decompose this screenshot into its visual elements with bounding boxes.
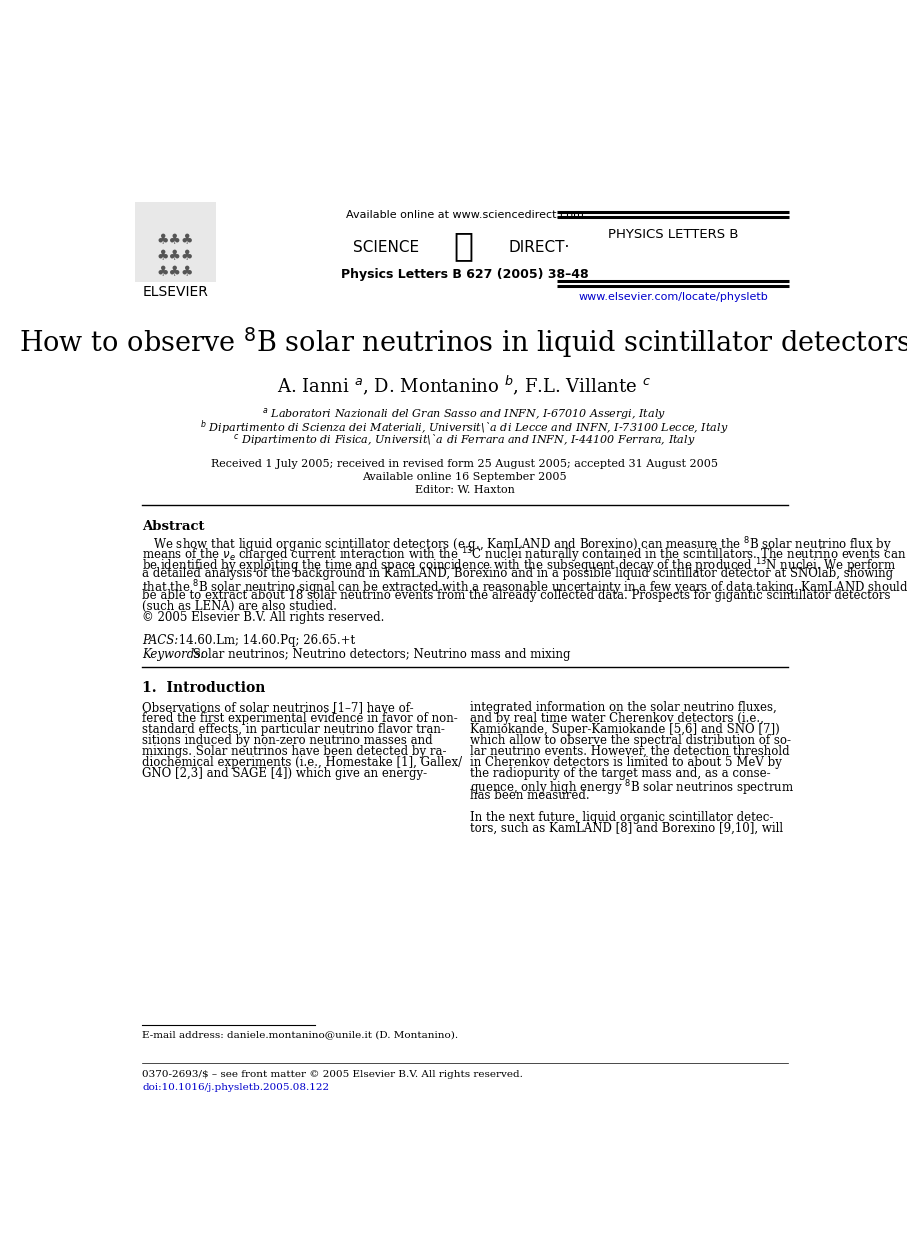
- Text: Physics Letters B 627 (2005) 38–48: Physics Letters B 627 (2005) 38–48: [341, 267, 589, 281]
- Text: ♣♣♣
♣♣♣
♣♣♣: ♣♣♣ ♣♣♣ ♣♣♣: [157, 233, 194, 280]
- Text: E-mail address: daniele.montanino@unile.it (D. Montanino).: E-mail address: daniele.montanino@unile.…: [142, 1030, 458, 1039]
- Text: $^b$ Dipartimento di Scienza dei Materiali, Universit\`a di Lecce and INFN, I-73: $^b$ Dipartimento di Scienza dei Materia…: [200, 418, 728, 437]
- Text: A. Ianni $^a$, D. Montanino $^b$, F.L. Villante $^c$: A. Ianni $^a$, D. Montanino $^b$, F.L. V…: [278, 374, 651, 397]
- Text: standard effects, in particular neutrino flavor tran-: standard effects, in particular neutrino…: [142, 723, 445, 737]
- Text: a detailed analysis of the background in KamLAND, Borexino and in a possible liq: a detailed analysis of the background in…: [142, 567, 893, 581]
- Text: www.elsevier.com/locate/physletb: www.elsevier.com/locate/physletb: [578, 292, 768, 302]
- Text: Kamiokande, Super-Kamiokande [5,6] and SNO [7]): Kamiokande, Super-Kamiokande [5,6] and S…: [470, 723, 780, 737]
- Text: means of the $\nu_e$ charged current interaction with the $^{13}$C nuclei natura: means of the $\nu_e$ charged current int…: [142, 546, 906, 566]
- Text: doi:10.1016/j.physletb.2005.08.122: doi:10.1016/j.physletb.2005.08.122: [142, 1082, 329, 1092]
- Text: Abstract: Abstract: [142, 520, 205, 534]
- Text: How to observe $^8$B solar neutrinos in liquid scintillator detectors: How to observe $^8$B solar neutrinos in …: [19, 326, 907, 360]
- Text: sitions induced by non-zero neutrino masses and: sitions induced by non-zero neutrino mas…: [142, 734, 433, 748]
- Text: ELSEVIER: ELSEVIER: [142, 285, 209, 298]
- Text: Solar neutrinos; Neutrino detectors; Neutrino mass and mixing: Solar neutrinos; Neutrino detectors; Neu…: [189, 647, 571, 661]
- Text: be identified by exploiting the time and space coincidence with the subsequent d: be identified by exploiting the time and…: [142, 557, 896, 576]
- Text: and by real time water Cherenkov detectors (i.e.,: and by real time water Cherenkov detecto…: [470, 712, 764, 725]
- Text: SCIENCE: SCIENCE: [354, 240, 420, 255]
- Text: has been measured.: has been measured.: [470, 789, 590, 802]
- Text: Available online at www.sciencedirect.com: Available online at www.sciencedirect.co…: [346, 210, 583, 220]
- Text: 0370-2693/$ – see front matter © 2005 Elsevier B.V. All rights reserved.: 0370-2693/$ – see front matter © 2005 El…: [142, 1070, 523, 1080]
- Text: quence, only high energy $^8$B solar neutrinos spectrum: quence, only high energy $^8$B solar neu…: [470, 777, 795, 797]
- Text: 14.60.Lm; 14.60.Pq; 26.65.+t: 14.60.Lm; 14.60.Pq; 26.65.+t: [175, 634, 356, 646]
- Text: We show that liquid organic scintillator detectors (e.g., KamLAND and Borexino) : We show that liquid organic scintillator…: [142, 535, 892, 555]
- Text: mixings. Solar neutrinos have been detected by ra-: mixings. Solar neutrinos have been detec…: [142, 745, 446, 758]
- Text: PHYSICS LETTERS B: PHYSICS LETTERS B: [608, 228, 738, 241]
- Text: be able to extract about 18 solar neutrino events from the already collected dat: be able to extract about 18 solar neutri…: [142, 589, 891, 602]
- Text: tors, such as KamLAND [8] and Borexino [9,10], will: tors, such as KamLAND [8] and Borexino […: [470, 822, 783, 834]
- Text: 1.  Introduction: 1. Introduction: [142, 681, 266, 696]
- Text: Received 1 July 2005; received in revised form 25 August 2005; accepted 31 Augus: Received 1 July 2005; received in revise…: [211, 459, 718, 469]
- Text: PACS:: PACS:: [142, 634, 179, 646]
- Text: $^a$ Laboratori Nazionali del Gran Sasso and INFN, I-67010 Assergi, Italy: $^a$ Laboratori Nazionali del Gran Sasso…: [262, 406, 667, 422]
- Text: In the next future, liquid organic scintillator detec-: In the next future, liquid organic scint…: [470, 811, 774, 823]
- Text: the radiopurity of the target mass and, as a conse-: the radiopurity of the target mass and, …: [470, 768, 771, 780]
- Text: integrated information on the solar neutrino fluxes,: integrated information on the solar neut…: [470, 702, 776, 714]
- Text: GNO [2,3] and SAGE [4]) which give an energy-: GNO [2,3] and SAGE [4]) which give an en…: [142, 768, 427, 780]
- Text: $^c$ Dipartimento di Fisica, Universit\`a di Ferrara and INFN, I-44100 Ferrara, : $^c$ Dipartimento di Fisica, Universit\`…: [233, 433, 696, 448]
- Text: in Cherenkov detectors is limited to about 5 MeV by: in Cherenkov detectors is limited to abo…: [470, 756, 782, 769]
- Bar: [135, 203, 217, 282]
- Text: © 2005 Elsevier B.V. All rights reserved.: © 2005 Elsevier B.V. All rights reserved…: [142, 610, 385, 624]
- Text: (such as LENA) are also studied.: (such as LENA) are also studied.: [142, 599, 336, 613]
- Text: Available online 16 September 2005: Available online 16 September 2005: [362, 473, 567, 483]
- Text: Observations of solar neutrinos [1–7] have of-: Observations of solar neutrinos [1–7] ha…: [142, 702, 414, 714]
- Text: that the $^8$B solar neutrino signal can be extracted with a reasonable uncertai: that the $^8$B solar neutrino signal can…: [142, 578, 907, 598]
- Text: lar neutrino events. However, the detection threshold: lar neutrino events. However, the detect…: [470, 745, 789, 758]
- Text: ⓐ: ⓐ: [454, 229, 473, 262]
- Text: Editor: W. Haxton: Editor: W. Haxton: [414, 485, 514, 495]
- Text: which allow to observe the spectral distribution of so-: which allow to observe the spectral dist…: [470, 734, 791, 748]
- Text: Keywords:: Keywords:: [142, 647, 204, 661]
- Text: DIRECT·: DIRECT·: [509, 240, 570, 255]
- Text: fered the first experimental evidence in favor of non-: fered the first experimental evidence in…: [142, 712, 458, 725]
- Text: diochemical experiments (i.e., Homestake [1], Gallex/: diochemical experiments (i.e., Homestake…: [142, 756, 463, 769]
